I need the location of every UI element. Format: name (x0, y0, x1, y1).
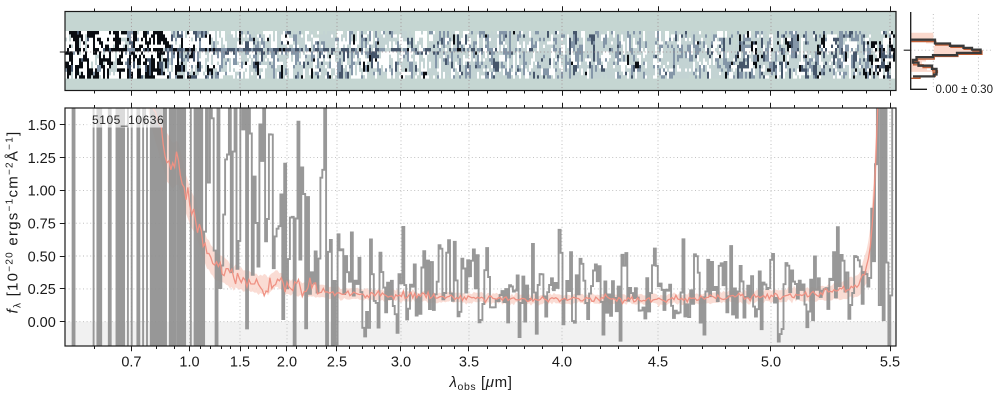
svg-text:0.25: 0.25 (28, 282, 56, 298)
svg-text:5105_10636: 5105_10636 (92, 113, 164, 127)
svg-text:3.0: 3.0 (391, 355, 411, 371)
svg-text:3.5: 3.5 (459, 355, 479, 371)
svg-text:0.7: 0.7 (121, 355, 141, 371)
svg-text:0.50: 0.50 (28, 249, 56, 265)
svg-text:5.5: 5.5 (880, 355, 900, 371)
svg-text:1.25: 1.25 (28, 151, 56, 167)
svg-text:1.0: 1.0 (179, 355, 199, 371)
svg-text:1.5: 1.5 (230, 355, 250, 371)
svg-text:λobs [μm]: λobs [μm] (449, 374, 513, 393)
svg-text:0.00: 0.00 (28, 315, 56, 331)
svg-text:4.5: 4.5 (648, 355, 668, 371)
svg-text:2.5: 2.5 (327, 355, 347, 371)
svg-text:1.50: 1.50 (28, 118, 56, 134)
svg-text:1.00: 1.00 (28, 184, 56, 200)
svg-text:4.0: 4.0 (552, 355, 572, 371)
svg-text:0.00 ± 0.30: 0.00 ± 0.30 (936, 84, 993, 96)
svg-text:0.75: 0.75 (28, 217, 56, 233)
svg-text:5.0: 5.0 (761, 355, 781, 371)
svg-text:2.0: 2.0 (277, 355, 297, 371)
svg-text:fλ [10−20 ergs−1cm−2Å−1]: fλ [10−20 ergs−1cm−2Å−1] (5, 131, 24, 314)
